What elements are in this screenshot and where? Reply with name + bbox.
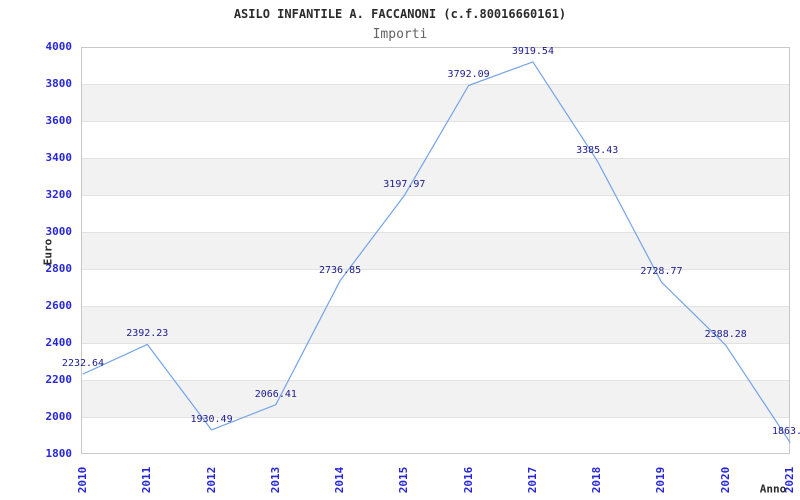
y-tick-label: 4000 (45, 40, 73, 53)
y-tick-label: 1800 (45, 447, 73, 460)
series-line (82, 61, 791, 443)
data-point-label: 2232.64 (61, 357, 105, 369)
y-tick-label: 3200 (45, 188, 73, 201)
chart-title: ASILO INFANTILE A. FACCANONI (c.f.800166… (233, 7, 567, 21)
y-tick-label: 2000 (45, 410, 73, 423)
y-tick-label: 2400 (45, 336, 73, 349)
x-tick-label: 2019 (654, 466, 668, 494)
y-tick-label: 3400 (45, 151, 73, 164)
data-point-label: 1863.2 (771, 426, 800, 438)
data-point-label: 3385.43 (576, 144, 619, 156)
y-tick-label: 2200 (45, 373, 73, 386)
data-point-label: 2728.77 (640, 266, 683, 278)
x-tick-label: 2016 (461, 466, 475, 494)
x-tick-label: 2017 (525, 466, 539, 494)
x-tick-label: 2014 (333, 466, 347, 494)
x-tick-label: 2011 (140, 466, 154, 494)
data-point-label: 3792.09 (447, 69, 490, 81)
y-tick-label: 2800 (45, 262, 73, 275)
x-tick-label: 2013 (268, 466, 282, 494)
y-tick-label: 2600 (45, 299, 73, 312)
data-point-label: 2066.41 (254, 388, 297, 400)
data-point-label: 2736.85 (319, 264, 362, 276)
x-tick-label: 2010 (76, 466, 89, 494)
y-tick-label: 3800 (45, 77, 73, 90)
y-tick-label: 3600 (45, 114, 73, 127)
x-axis-title: Anno (759, 482, 787, 496)
data-point-label: 1930.49 (190, 413, 233, 425)
x-tick-label: 2020 (718, 466, 732, 494)
y-axis-title: Euro (41, 238, 55, 266)
y-tick-label: 3000 (45, 225, 73, 238)
data-point-label: 2392.23 (126, 328, 169, 340)
x-tick-label: 2012 (204, 466, 218, 494)
x-tick-label: 2018 (590, 466, 604, 494)
chart-subtitle: Importi (372, 27, 428, 42)
x-tick-label: 2015 (397, 466, 411, 494)
data-point-label: 3197.97 (383, 179, 426, 191)
data-point-label: 3919.54 (511, 45, 554, 57)
data-point-label: 2388.28 (704, 329, 747, 341)
